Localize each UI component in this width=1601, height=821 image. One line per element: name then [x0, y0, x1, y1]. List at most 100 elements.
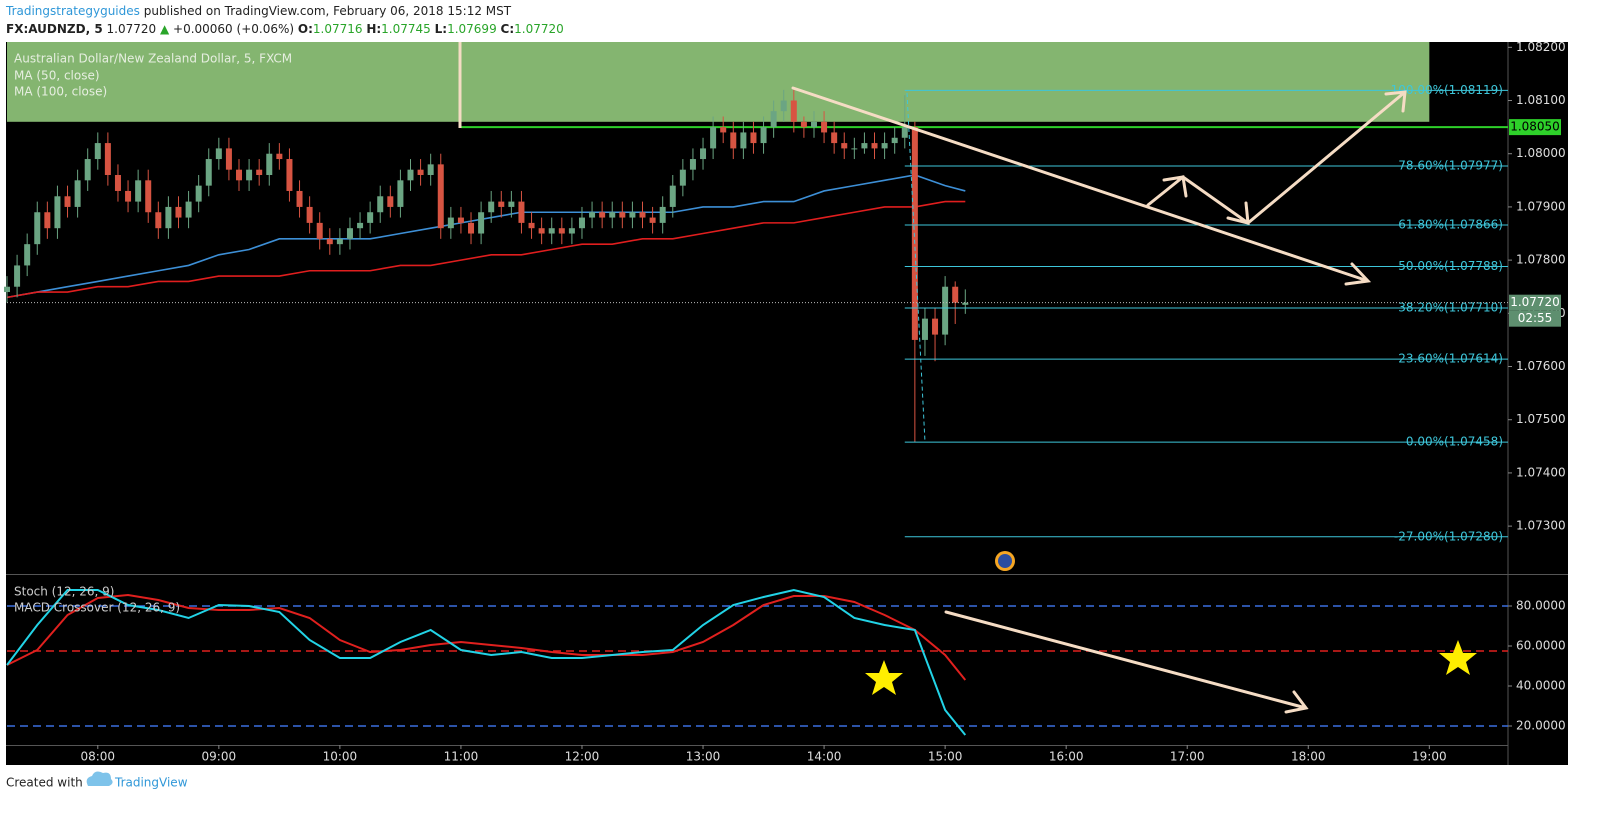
candle-body [659, 206, 666, 223]
star [1439, 640, 1477, 675]
y-tick-label: 1.07300 [1516, 519, 1566, 533]
y-tick-label: 1.08100 [1516, 93, 1566, 107]
header-line-2: FX:AUDNZD, 5 1.07720 ▲ +0.00060 (+0.06%)… [6, 22, 564, 36]
candle-body [205, 159, 212, 186]
candle-body [528, 222, 535, 229]
x-tick-label: 13:00 [686, 750, 721, 764]
supply-zone [7, 42, 1430, 122]
candle-body [730, 132, 737, 149]
candle-body [488, 201, 495, 213]
candle-body [679, 169, 686, 186]
event-flag [998, 554, 1012, 568]
candle-body [770, 111, 777, 128]
candle-body [195, 185, 202, 202]
countdown-label: 02:55 [1518, 311, 1553, 325]
y-tick-label: 1.07500 [1516, 412, 1566, 426]
author-link[interactable]: Tradingstrategyguides [5, 4, 140, 18]
candle-body [629, 212, 636, 218]
y-tick-label: 1.07900 [1516, 199, 1566, 213]
l-value: 1.07699 [447, 22, 497, 36]
candle-body [84, 159, 91, 181]
x-tick-label: 18:00 [1291, 750, 1326, 764]
change: +0.00060 (+0.06%) [173, 22, 294, 36]
candle-body [336, 238, 343, 245]
candle-body [821, 121, 828, 133]
candle-body [810, 121, 817, 128]
x-tick-label: 12:00 [565, 750, 600, 764]
candle-body [457, 217, 464, 223]
series-line [6, 200, 966, 299]
candle-body [24, 244, 31, 266]
fib-label: 78.60%(1.07977) [1398, 158, 1503, 172]
candle-body [548, 228, 555, 234]
footer-brand[interactable]: TradingView [114, 776, 188, 790]
fib-label: -27.00%(1.07280) [1394, 529, 1503, 543]
symbol: FX:AUDNZD, 5 [6, 22, 103, 36]
published: published on TradingView.com, February 0… [144, 4, 512, 18]
candle-body [417, 169, 424, 175]
fib-label: 23.60%(1.07614) [1398, 352, 1503, 366]
star [865, 660, 903, 695]
candle-body [891, 137, 898, 144]
candle-body [881, 143, 888, 149]
candle-body [215, 148, 222, 160]
o-value: 1.07716 [313, 22, 363, 36]
o-label: O: [298, 22, 313, 36]
candle-body [114, 175, 121, 191]
candle-body [538, 228, 545, 234]
candle-body [175, 206, 182, 218]
candle-body [14, 265, 21, 287]
candle-body [589, 212, 596, 218]
candle-body [367, 212, 374, 223]
candle-body [609, 212, 616, 218]
x-tick-label: 09:00 [202, 750, 237, 764]
candle-body [125, 190, 132, 202]
c-value: 1.07720 [514, 22, 564, 36]
fib-label: 50.00%(1.07788) [1398, 259, 1503, 273]
fib-label: 0.00%(1.07458) [1406, 435, 1503, 449]
x-tick-label: 10:00 [323, 750, 358, 764]
candle-body [155, 212, 162, 229]
header-line-1: Tradingstrategyguides published on Tradi… [5, 4, 512, 18]
stoch-arrow [944, 610, 1309, 714]
trend-arrow [791, 86, 1372, 286]
candle-body [720, 127, 727, 133]
y-tick-label: 80.0000 [1516, 599, 1566, 613]
candle-body [437, 164, 444, 229]
candle-body [952, 286, 959, 303]
legend-entry: Stoch (12, 26, 9) [14, 585, 114, 599]
candle-body [518, 201, 525, 223]
candle-body [619, 212, 626, 218]
candle-body [760, 127, 767, 144]
candle-body [316, 222, 323, 239]
zigzag-arrow [1146, 90, 1407, 225]
candle-body [165, 206, 172, 229]
candle-body [346, 228, 353, 239]
candle-body [286, 159, 293, 191]
c-label: C: [501, 22, 515, 36]
level-tag-label: 1.08050 [1510, 120, 1560, 134]
candle-body [790, 100, 797, 122]
candle-body [34, 212, 41, 245]
candle-body [780, 100, 787, 112]
candle-body [397, 180, 404, 207]
x-tick-label: 14:00 [807, 750, 842, 764]
price: 1.07720 [107, 22, 157, 36]
candle-body [800, 121, 807, 128]
candle-body [942, 286, 949, 335]
candle-body [326, 238, 333, 245]
l-label: L: [435, 22, 447, 36]
candle-body [145, 180, 152, 213]
arrows [791, 86, 1407, 714]
candle-body [861, 143, 868, 149]
candle-body [104, 143, 111, 175]
footer-created: Created with [6, 776, 83, 790]
x-tick-label: 08:00 [80, 750, 115, 764]
x-tick-label: 19:00 [1412, 750, 1447, 764]
candle-body [578, 217, 585, 229]
candle-body [236, 169, 243, 181]
candle-body [639, 212, 646, 218]
series-line [6, 593, 967, 681]
